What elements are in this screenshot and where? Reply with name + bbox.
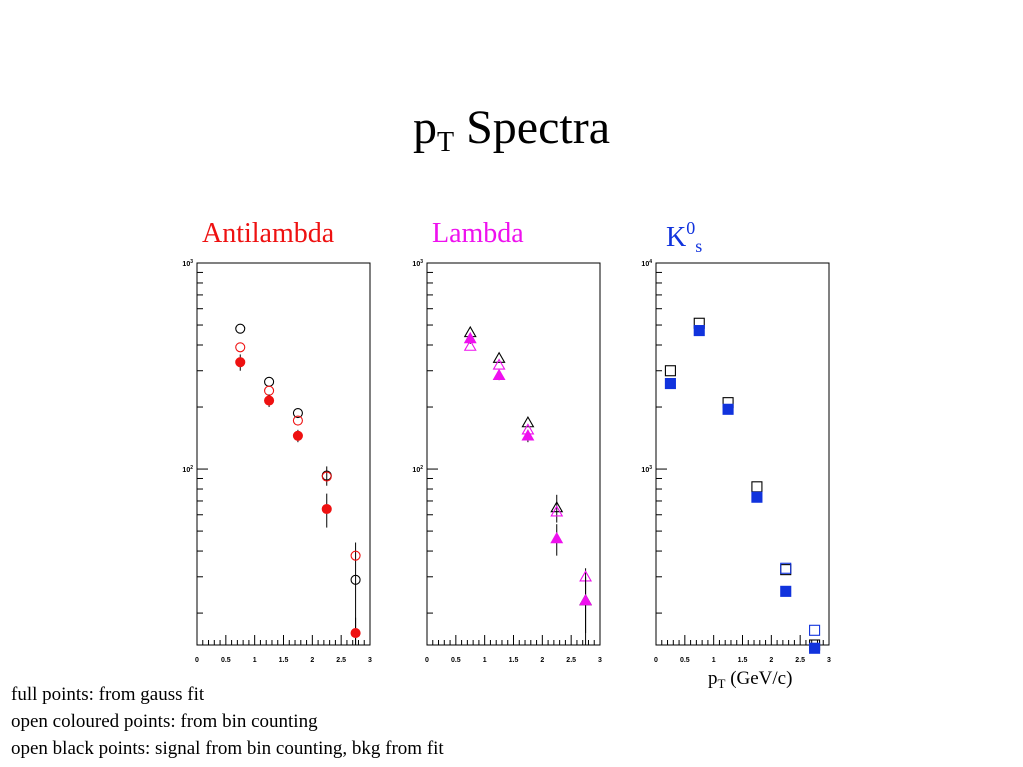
note-open-coloured-points: open coloured points: from bin counting — [11, 711, 318, 732]
data-point-square — [809, 624, 821, 636]
data-point-triangle — [579, 593, 593, 606]
data-point-circle — [321, 503, 332, 515]
x-axis-label: pT (GeV/c) — [708, 668, 792, 692]
x-tick-label: 0 — [654, 657, 658, 664]
x-tick-label: 0.5 — [680, 657, 690, 664]
x-tick-label: 2 — [310, 657, 314, 664]
k0s-title-sup: 0 — [686, 218, 696, 238]
panel-0: 0 0.5 1 1.5 2 2.5 3 102 103 — [182, 259, 372, 664]
title-main: p — [412, 101, 437, 154]
data-point-triangle — [492, 351, 506, 363]
x-tick-label: 3 — [368, 657, 372, 664]
plot-frame — [196, 262, 371, 646]
data-point-square — [664, 365, 676, 377]
data-point-circle — [350, 574, 361, 585]
x-tick-label: 1.5 — [738, 657, 748, 664]
plot-frame — [655, 262, 830, 646]
xlabel-rest: (GeV/c) — [725, 668, 793, 689]
x-tick-label: 2.5 — [566, 657, 576, 664]
x-tick-label: 1 — [253, 657, 257, 664]
data-point-circle — [292, 407, 303, 419]
y-tick-label: 103 — [641, 465, 652, 474]
panel-title-lambda: Lambda — [432, 218, 524, 249]
x-tick-label: 0.5 — [451, 657, 461, 664]
data-point-circle — [264, 385, 275, 396]
x-tick-label: 1 — [483, 657, 487, 664]
k0s-title-sub: s — [695, 236, 703, 256]
y-tick-label: 102 — [412, 465, 423, 474]
data-point-circle — [264, 395, 275, 406]
x-tick-label: 0 — [195, 657, 199, 664]
data-point-circle — [235, 342, 246, 353]
x-tick-label: 3 — [827, 657, 831, 664]
data-point-square — [751, 491, 763, 503]
y-tick-exponent: 3 — [190, 259, 193, 265]
data-point-square — [751, 481, 763, 493]
x-tick-label: 1 — [712, 657, 716, 664]
x-tick-label: 2 — [769, 657, 773, 664]
xlabel-main: p — [708, 668, 718, 689]
data-point-circle — [350, 628, 361, 639]
x-tick-label: 2.5 — [336, 657, 346, 664]
data-point-triangle — [521, 416, 535, 428]
page-title: pT Spectra — [0, 100, 1023, 159]
y-tick-exponent: 4 — [649, 259, 652, 265]
panel-title-k0s: K0s — [666, 218, 702, 257]
data-point-circle — [292, 430, 303, 441]
data-point-square — [780, 562, 792, 574]
data-point-triangle — [550, 500, 564, 513]
legend-notes: full points: from gauss fit open coloure… — [11, 681, 444, 762]
panel-title-antilambda: Antilambda — [202, 218, 335, 249]
x-tick-label: 0.5 — [221, 657, 231, 664]
data-point-circle — [235, 357, 246, 368]
data-point-square — [722, 403, 734, 415]
data-point-circle — [292, 415, 303, 426]
y-tick-exponent: 3 — [420, 259, 423, 265]
panel-1: 0 0.5 1 1.5 2 2.5 3 102 103 — [412, 259, 602, 664]
data-point-triangle — [492, 358, 506, 370]
y-tick-exponent: 2 — [190, 465, 193, 471]
data-point-triangle — [521, 429, 535, 441]
data-point-square — [693, 325, 705, 337]
data-point-triangle — [492, 368, 506, 381]
y-tick-exponent: 3 — [649, 465, 652, 471]
y-tick-exponent: 2 — [420, 465, 423, 471]
y-tick-label: 104 — [641, 259, 652, 268]
x-tick-label: 1.5 — [279, 657, 289, 664]
data-point-circle — [350, 550, 361, 561]
note-open-black-points: open black points: signal from bin count… — [11, 738, 444, 759]
y-tick-label: 102 — [182, 465, 193, 474]
y-tick-label: 103 — [182, 259, 193, 268]
data-point-circle — [264, 376, 275, 387]
data-point-square — [664, 377, 676, 390]
plot-frame — [426, 262, 601, 646]
k0s-title-main: K — [666, 222, 687, 253]
x-tick-label: 2 — [540, 657, 544, 664]
data-point-square — [809, 642, 821, 654]
x-tick-label: 2.5 — [795, 657, 805, 664]
x-tick-label: 3 — [598, 657, 602, 664]
data-point-triangle — [550, 531, 564, 544]
x-tick-label: 1.5 — [509, 657, 519, 664]
title-rest: Spectra — [454, 101, 611, 154]
data-point-triangle — [550, 505, 564, 517]
title-subscript: T — [436, 127, 455, 158]
data-point-circle — [235, 323, 246, 334]
data-point-triangle — [463, 331, 477, 344]
x-tick-label: 0 — [425, 657, 429, 664]
data-point-square — [780, 585, 792, 597]
data-point-circle — [321, 471, 332, 482]
y-tick-label: 103 — [412, 259, 423, 268]
note-full-points: full points: from gauss fit — [11, 684, 205, 705]
data-point-triangle — [463, 339, 477, 351]
xlabel-subscript: T — [717, 676, 726, 691]
